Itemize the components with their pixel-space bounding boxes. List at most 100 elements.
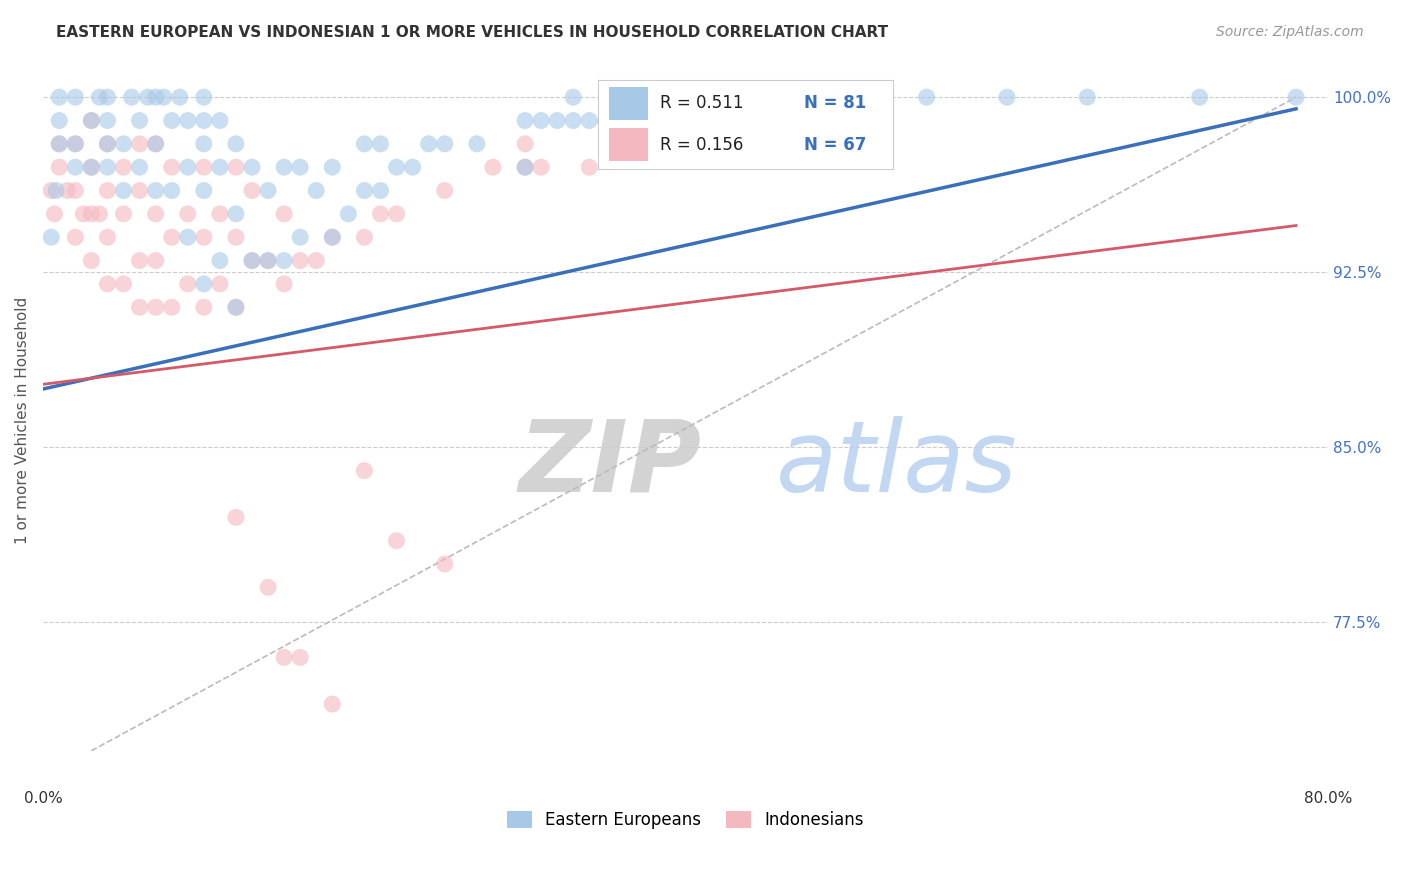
Point bbox=[321, 160, 343, 174]
Point bbox=[530, 113, 553, 128]
Point bbox=[145, 184, 167, 198]
Point bbox=[562, 90, 585, 104]
Legend: Eastern Europeans, Indonesians: Eastern Europeans, Indonesians bbox=[501, 805, 870, 836]
Point bbox=[96, 90, 118, 104]
FancyBboxPatch shape bbox=[609, 87, 648, 120]
Point bbox=[513, 160, 536, 174]
Text: R = 0.156: R = 0.156 bbox=[659, 136, 742, 153]
Point bbox=[193, 300, 215, 314]
Point bbox=[65, 136, 87, 151]
Point bbox=[240, 253, 263, 268]
Point bbox=[433, 184, 456, 198]
Point bbox=[225, 300, 247, 314]
Point bbox=[128, 136, 150, 151]
Point bbox=[915, 90, 938, 104]
Point bbox=[257, 253, 280, 268]
Point bbox=[177, 230, 200, 244]
Point bbox=[401, 160, 423, 174]
Point bbox=[96, 184, 118, 198]
Point bbox=[160, 230, 183, 244]
Point bbox=[56, 184, 79, 198]
Point bbox=[321, 230, 343, 244]
Point bbox=[121, 90, 143, 104]
Point bbox=[465, 136, 488, 151]
Point bbox=[65, 230, 87, 244]
Text: N = 81: N = 81 bbox=[804, 95, 866, 112]
Point bbox=[80, 253, 103, 268]
Point bbox=[193, 230, 215, 244]
Point bbox=[72, 207, 94, 221]
Point bbox=[240, 184, 263, 198]
Point bbox=[273, 253, 295, 268]
Point bbox=[353, 464, 375, 478]
Point bbox=[96, 277, 118, 291]
Point bbox=[193, 160, 215, 174]
Point bbox=[290, 160, 312, 174]
Point bbox=[145, 253, 167, 268]
Point bbox=[80, 207, 103, 221]
Point bbox=[96, 136, 118, 151]
Point bbox=[96, 230, 118, 244]
Point bbox=[145, 300, 167, 314]
Point bbox=[1188, 90, 1211, 104]
Point bbox=[321, 230, 343, 244]
Point bbox=[353, 184, 375, 198]
Point bbox=[578, 160, 600, 174]
Point bbox=[546, 113, 568, 128]
Point bbox=[96, 160, 118, 174]
Point bbox=[290, 650, 312, 665]
Point bbox=[112, 184, 135, 198]
Point bbox=[353, 136, 375, 151]
Point bbox=[225, 230, 247, 244]
Point bbox=[128, 300, 150, 314]
Point bbox=[208, 160, 231, 174]
Point bbox=[273, 160, 295, 174]
Point bbox=[257, 253, 280, 268]
Point bbox=[169, 90, 191, 104]
Point bbox=[513, 113, 536, 128]
Point bbox=[45, 184, 67, 198]
Point bbox=[136, 90, 159, 104]
Point bbox=[225, 136, 247, 151]
Point bbox=[208, 207, 231, 221]
Point bbox=[675, 90, 697, 104]
Point bbox=[273, 277, 295, 291]
Point bbox=[835, 90, 858, 104]
Point bbox=[995, 90, 1018, 104]
Point bbox=[145, 207, 167, 221]
Point bbox=[610, 113, 633, 128]
Point bbox=[96, 136, 118, 151]
Point bbox=[80, 113, 103, 128]
Point bbox=[89, 207, 111, 221]
Point bbox=[578, 113, 600, 128]
Point bbox=[385, 160, 408, 174]
Point bbox=[44, 207, 66, 221]
Point bbox=[240, 160, 263, 174]
Point bbox=[160, 300, 183, 314]
Point bbox=[80, 113, 103, 128]
Point bbox=[160, 184, 183, 198]
Point bbox=[193, 184, 215, 198]
Point bbox=[337, 207, 360, 221]
Text: N = 67: N = 67 bbox=[804, 136, 866, 153]
Point bbox=[193, 277, 215, 291]
Point bbox=[643, 90, 665, 104]
Y-axis label: 1 or more Vehicles in Household: 1 or more Vehicles in Household bbox=[15, 297, 30, 544]
Point bbox=[1285, 90, 1308, 104]
Text: R = 0.511: R = 0.511 bbox=[659, 95, 742, 112]
Point bbox=[48, 160, 70, 174]
Point bbox=[193, 113, 215, 128]
Point bbox=[39, 184, 62, 198]
Point bbox=[48, 113, 70, 128]
Point bbox=[513, 160, 536, 174]
Point bbox=[353, 230, 375, 244]
Point bbox=[48, 136, 70, 151]
Point bbox=[80, 160, 103, 174]
Point bbox=[208, 277, 231, 291]
Text: Source: ZipAtlas.com: Source: ZipAtlas.com bbox=[1216, 25, 1364, 39]
Point bbox=[225, 300, 247, 314]
Point bbox=[385, 533, 408, 548]
Point bbox=[370, 184, 392, 198]
Point bbox=[65, 184, 87, 198]
Point bbox=[48, 90, 70, 104]
